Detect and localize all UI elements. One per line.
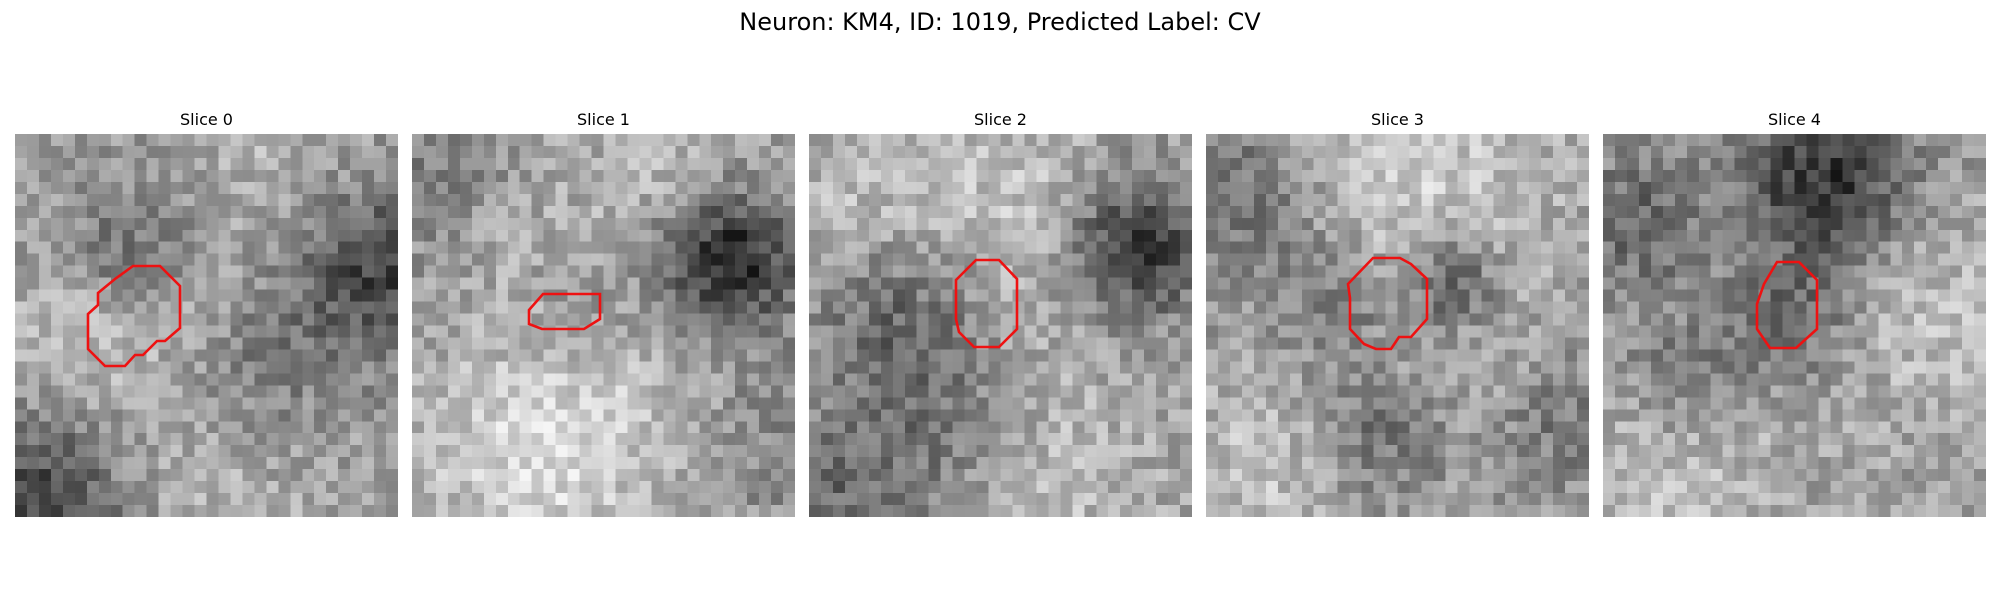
slice-title: Slice 2 [974,110,1027,129]
slice-image [1206,134,1589,517]
figure-title: Neuron: KM4, ID: 1019, Predicted Label: … [739,8,1261,36]
roi-contour [527,292,602,331]
grayscale-pixels [412,134,795,517]
roi-contour [86,264,182,368]
roi-contour [1755,260,1819,350]
grayscale-pixels [15,134,398,517]
grayscale-pixels [809,134,1192,517]
slice-title: Slice 3 [1371,110,1424,129]
roi-contour [1346,256,1429,351]
slice-title: Slice 4 [1768,110,1821,129]
slice-title: Slice 1 [577,110,630,129]
grayscale-pixels [1603,134,1986,517]
slice-image [1603,134,1986,517]
slice-image [412,134,795,517]
slice-image [15,134,398,517]
slice-image [809,134,1192,517]
slice-title: Slice 0 [180,110,233,129]
roi-contour [954,258,1019,349]
grayscale-pixels [1206,134,1589,517]
